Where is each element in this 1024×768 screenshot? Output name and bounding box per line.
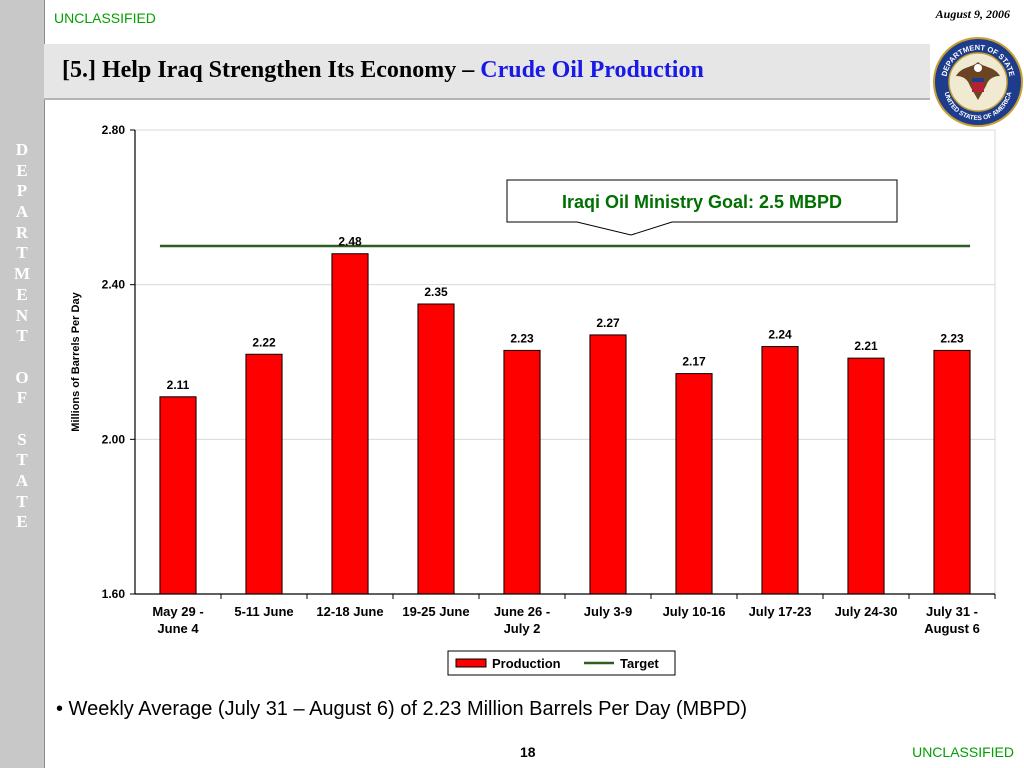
- production-bar: [761, 346, 799, 595]
- production-bar: [933, 349, 971, 595]
- sidebar-letter: T: [16, 491, 28, 511]
- sidebar-letter: P: [16, 181, 28, 201]
- date-label: August 9, 2006: [935, 7, 1010, 21]
- y-tick-label: 2.40: [102, 278, 126, 292]
- sidebar-letter: R: [15, 222, 29, 242]
- chart-bars: [159, 253, 971, 595]
- chart-axes: [130, 129, 996, 599]
- sidebar-letter: [0, 347, 44, 368]
- goal-callout-text: Iraqi Oil Ministry Goal: 2.5 MBPD: [562, 192, 842, 212]
- chart-labels: 1.60 2.00 2.40 2.80 Millions of Barrels Per …: [70, 123, 980, 636]
- production-bar: [417, 303, 455, 595]
- bar-data-label: 2.23: [940, 331, 964, 345]
- sidebar-letter: A: [15, 471, 29, 490]
- title-prefix: [5.] Help Iraq Strengthen Its Economy –: [62, 57, 481, 83]
- x-category-label: July 24-30: [835, 604, 898, 619]
- bar-data-label: 2.27: [596, 316, 620, 330]
- sidebar-letter: M: [13, 264, 31, 284]
- x-category-label: July 2: [504, 621, 541, 636]
- title-bar: [44, 44, 930, 100]
- x-category-label: July 17-23: [749, 604, 812, 619]
- legend-production-swatch: [455, 658, 487, 668]
- sidebar-letter: N: [15, 305, 29, 325]
- x-category-label: 12-18 June: [316, 604, 383, 619]
- y-tick-label: 2.00: [102, 432, 126, 446]
- bar-data-label: 2.11: [167, 378, 190, 392]
- x-category-label: 5-11 June: [234, 604, 293, 619]
- classification-label-bottom: UNCLASSIFIED: [912, 744, 1014, 760]
- legend-target-label: Target: [620, 656, 659, 671]
- bar-data-label: 2.21: [854, 339, 878, 353]
- production-bar: [331, 253, 369, 595]
- bar-data-label: 2.17: [682, 355, 706, 369]
- x-category-label: July 31 -: [926, 604, 978, 619]
- title-accent: Crude Oil Production: [480, 57, 704, 83]
- goal-callout: Iraqi Oil Ministry Goal: 2.5 MBPD: [506, 179, 898, 236]
- chart-legend: Production Target: [447, 650, 676, 676]
- bar-data-label: 2.35: [424, 285, 448, 299]
- sidebar-letter: E: [16, 160, 28, 180]
- x-category-label: July 3-9: [584, 604, 632, 619]
- x-category-label: 19-25 June: [402, 604, 469, 619]
- bar-data-label: 2.24: [768, 328, 792, 342]
- sidebar-letter: F: [16, 388, 28, 408]
- sidebar-letter: E: [16, 284, 28, 304]
- page-title: [5.] Help Iraq Strengthen Its Economy – …: [62, 57, 704, 84]
- sidebar-letter: A: [15, 202, 29, 222]
- sidebar-letter: O: [15, 367, 29, 387]
- production-bar: [675, 373, 713, 595]
- x-category-label: June 26 -: [494, 604, 550, 619]
- production-bar: [847, 357, 885, 595]
- sidebar-letter: D: [15, 140, 29, 159]
- production-bar: [159, 396, 197, 595]
- sidebar-letter: T: [16, 326, 28, 346]
- sidebar-letter: S: [17, 429, 27, 449]
- legend-production-label: Production: [492, 656, 561, 671]
- bar-data-label: 2.48: [338, 235, 362, 249]
- production-bar: [503, 349, 541, 595]
- weekly-average-bullet: • Weekly Average (July 31 – August 6) of…: [56, 698, 747, 720]
- y-tick-label: 1.60: [102, 587, 126, 601]
- page-number: 18: [520, 744, 536, 760]
- production-bar: [589, 334, 627, 595]
- x-category-label: May 29 -: [152, 604, 203, 619]
- classification-label-top: UNCLASSIFIED: [54, 10, 156, 26]
- x-category-label: July 10-16: [663, 604, 726, 619]
- goal-callout-box: [506, 179, 898, 236]
- x-category-label: June 4: [157, 621, 199, 636]
- production-bar: [245, 353, 283, 595]
- y-axis-title: Millions of Barrels Per Day: [70, 291, 82, 431]
- sidebar-letter: T: [16, 450, 28, 470]
- sidebar-letter: [0, 409, 44, 430]
- department-of-state-seal-icon: DEPARTMENT OF STATE UNITED STATES OF AME…: [933, 37, 1023, 127]
- sidebar-letter: T: [16, 243, 28, 263]
- bar-data-label: 2.22: [252, 335, 276, 349]
- bar-data-label: 2.23: [510, 331, 534, 345]
- x-category-label: August 6: [924, 621, 980, 636]
- y-tick-label: 2.80: [102, 123, 126, 137]
- sidebar-letter: E: [16, 512, 28, 532]
- crude-oil-production-chart: 1.60 2.00 2.40 2.80 Millions of Barrels Per …: [70, 123, 996, 676]
